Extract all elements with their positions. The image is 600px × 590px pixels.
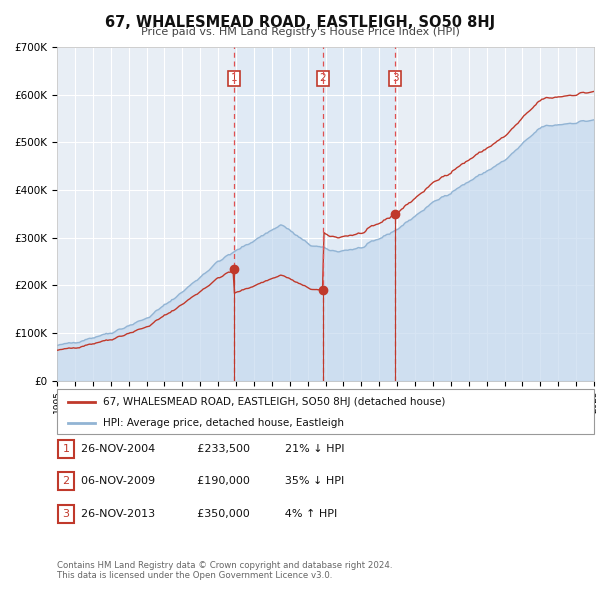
- Text: Price paid vs. HM Land Registry's House Price Index (HPI): Price paid vs. HM Land Registry's House …: [140, 27, 460, 37]
- Text: This data is licensed under the Open Government Licence v3.0.: This data is licensed under the Open Gov…: [57, 571, 332, 580]
- Text: 1: 1: [62, 444, 70, 454]
- Text: 06-NOV-2009            £190,000          35% ↓ HPI: 06-NOV-2009 £190,000 35% ↓ HPI: [60, 477, 344, 486]
- Text: Contains HM Land Registry data © Crown copyright and database right 2024.: Contains HM Land Registry data © Crown c…: [57, 560, 392, 569]
- Text: 3: 3: [392, 73, 398, 83]
- Text: 1: 1: [231, 73, 238, 83]
- Text: 26-NOV-2013            £350,000          4% ↑ HPI: 26-NOV-2013 £350,000 4% ↑ HPI: [60, 509, 337, 519]
- Text: 2: 2: [62, 477, 70, 486]
- Text: 26-NOV-2004            £233,500          21% ↓ HPI: 26-NOV-2004 £233,500 21% ↓ HPI: [60, 444, 344, 454]
- Text: 67, WHALESMEAD ROAD, EASTLEIGH, SO50 8HJ: 67, WHALESMEAD ROAD, EASTLEIGH, SO50 8HJ: [105, 15, 495, 30]
- Text: 3: 3: [62, 509, 70, 519]
- Text: 67, WHALESMEAD ROAD, EASTLEIGH, SO50 8HJ (detached house): 67, WHALESMEAD ROAD, EASTLEIGH, SO50 8HJ…: [103, 397, 445, 407]
- Bar: [323, 47, 395, 381]
- Text: 2: 2: [320, 73, 326, 83]
- Text: HPI: Average price, detached house, Eastleigh: HPI: Average price, detached house, East…: [103, 418, 344, 428]
- Bar: [234, 47, 323, 381]
